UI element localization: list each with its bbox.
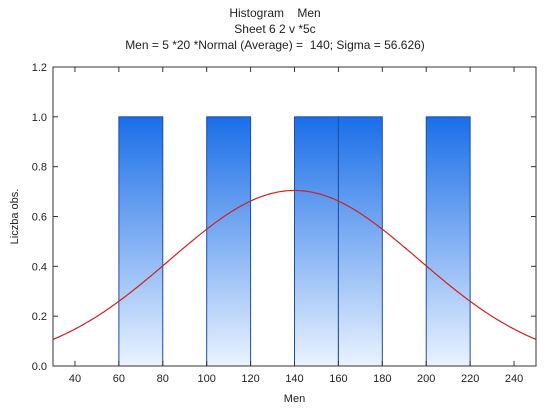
histogram-bars bbox=[118, 116, 471, 367]
x-tick-label: 140 bbox=[285, 373, 303, 385]
y-tick-label: 1.0 bbox=[32, 112, 47, 124]
x-tick-label: 80 bbox=[157, 373, 169, 385]
fit-formula-label: Men = 5 *20 *Normal (Average) = 140; Sig… bbox=[125, 38, 425, 52]
x-tick-label: 100 bbox=[198, 373, 216, 385]
histogram-bar bbox=[294, 116, 339, 367]
y-tick-label: 0.2 bbox=[32, 311, 47, 323]
chart-subtitle: Sheet 6 2 v *5c bbox=[234, 22, 316, 36]
x-tick-label: 200 bbox=[417, 373, 435, 385]
x-tick-label: 160 bbox=[329, 373, 347, 385]
y-tick-label: 0.0 bbox=[32, 361, 47, 373]
y-tick-label: 0.8 bbox=[32, 162, 47, 174]
histogram-bar bbox=[118, 116, 164, 367]
x-tick-label: 180 bbox=[373, 373, 391, 385]
x-tick-label: 60 bbox=[113, 373, 125, 385]
histogram-bar bbox=[337, 116, 383, 367]
x-axis-ticks: 40 60 80 100 120 140 160 180 200 220 240 bbox=[69, 67, 523, 385]
x-axis-label: Men bbox=[284, 393, 305, 405]
x-tick-label: 120 bbox=[241, 373, 259, 385]
x-tick-label: 240 bbox=[505, 373, 523, 385]
y-axis-ticks: 0.0 0.2 0.4 0.6 0.8 1.0 1.2 bbox=[32, 62, 536, 373]
y-tick-label: 0.4 bbox=[32, 261, 47, 273]
normal-fit-curve bbox=[52, 189, 537, 340]
histogram-bar bbox=[425, 116, 471, 367]
y-axis-label: Liczba obs. bbox=[9, 189, 21, 245]
x-tick-label: 220 bbox=[461, 373, 479, 385]
x-tick-label: 40 bbox=[69, 373, 81, 385]
chart-title: Histogram Men bbox=[229, 6, 321, 20]
histogram-bar bbox=[206, 116, 252, 367]
y-tick-label: 1.2 bbox=[32, 62, 47, 74]
y-tick-label: 0.6 bbox=[32, 212, 47, 224]
